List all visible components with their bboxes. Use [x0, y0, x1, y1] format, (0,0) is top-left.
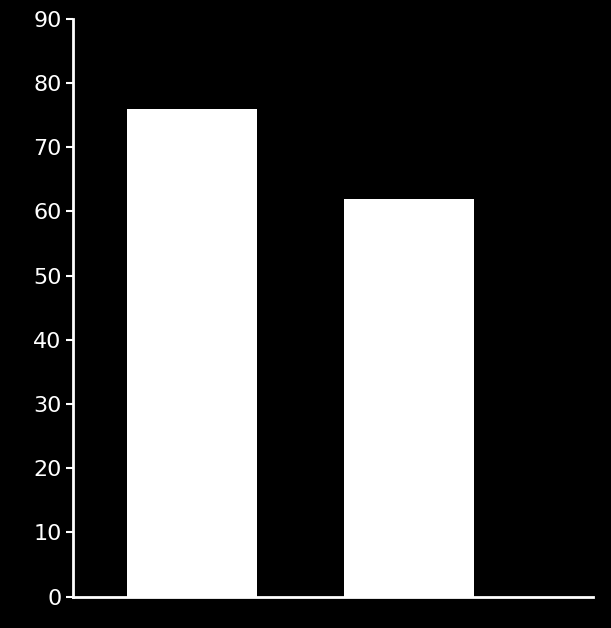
Bar: [344, 198, 474, 597]
Bar: [128, 109, 257, 597]
